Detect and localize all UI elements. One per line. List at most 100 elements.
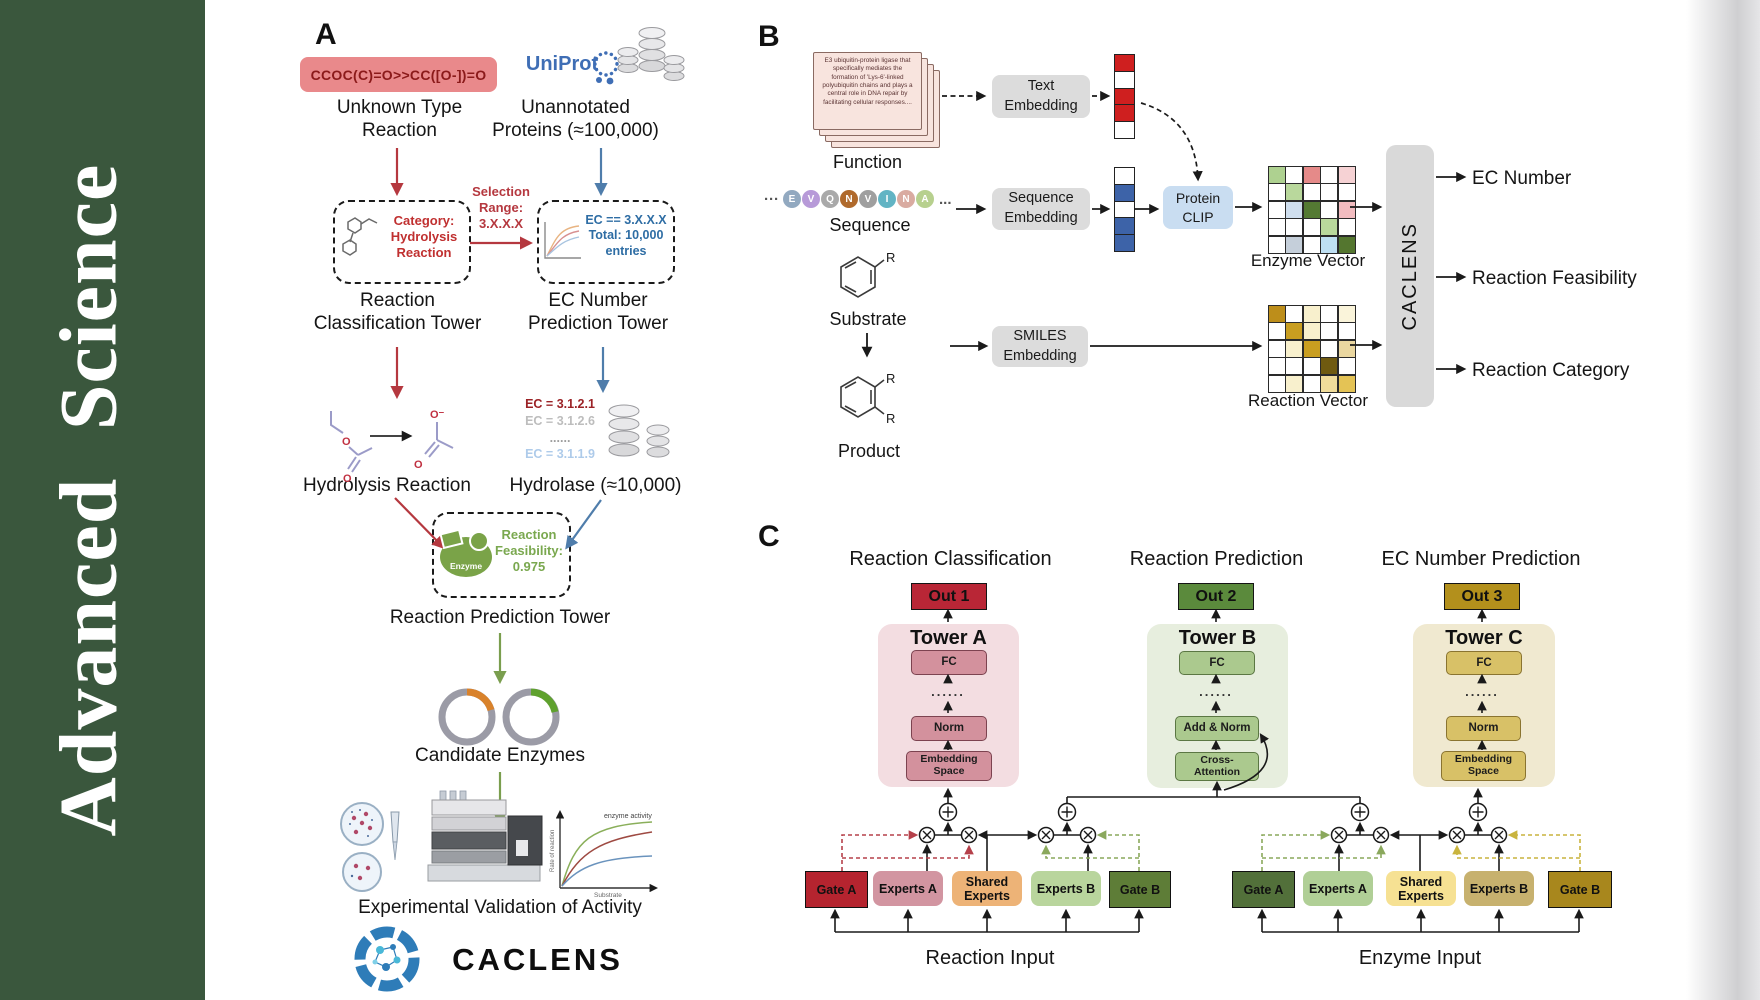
vector-cell bbox=[1114, 217, 1135, 236]
grid-cell bbox=[1269, 184, 1285, 201]
reaction-vector-label: Reaction Vector bbox=[1247, 391, 1368, 410]
heading-reaction-classification: Reaction Classification bbox=[849, 548, 1052, 570]
function-card-text: E3 ubiquitin-protein ligase that specifi… bbox=[822, 57, 913, 106]
vector-cell bbox=[1114, 200, 1135, 219]
enzyme-activity-curve-label: enzyme activity bbox=[604, 813, 652, 820]
grid-cell bbox=[1321, 201, 1338, 218]
moe-right-experts-b: Experts B bbox=[1464, 871, 1534, 906]
multiply-node bbox=[918, 826, 936, 844]
grid-cell bbox=[1286, 201, 1303, 218]
microscopy-icon bbox=[340, 802, 400, 892]
hydrolysis-reaction-label: Hydrolysis Reaction bbox=[303, 475, 471, 496]
enzyme-vector-label: Enzyme Vector bbox=[1250, 251, 1366, 270]
tower-b-fc-box: FC bbox=[1179, 651, 1255, 675]
vector-cell bbox=[1114, 121, 1135, 140]
grid-cell bbox=[1303, 184, 1320, 201]
plasmid-icons bbox=[438, 688, 560, 746]
grid-cell bbox=[1338, 323, 1355, 340]
ester-o-atom: O bbox=[342, 436, 351, 448]
residue-circle: I bbox=[878, 190, 896, 208]
out3-box: Out 3 bbox=[1444, 583, 1520, 610]
unknown-reaction-label: Unknown Type Reaction bbox=[336, 97, 463, 142]
product-r-group-1: R bbox=[886, 371, 895, 386]
grid-cell bbox=[1303, 201, 1320, 218]
gate-weight-lines bbox=[841, 830, 1581, 871]
sequence-embedding-box: Sequence Embedding bbox=[992, 188, 1090, 230]
hplc-instrument-icon bbox=[427, 790, 543, 882]
grid-cell bbox=[1303, 340, 1320, 357]
gate-b-right-weight-2 bbox=[1452, 844, 1580, 859]
function-label: Function bbox=[832, 152, 903, 172]
vector-cell bbox=[1114, 234, 1135, 253]
gate-a-right-weight-1 bbox=[1261, 830, 1331, 871]
journal-title: Advanced Science bbox=[42, 163, 134, 837]
tower-a-dots: ...... bbox=[931, 684, 965, 699]
gate-a-left-weight-2 bbox=[842, 844, 974, 859]
grid-cell bbox=[1269, 306, 1285, 322]
ec-tower-label: EC Number Prediction Tower bbox=[527, 290, 669, 335]
gate-b-left-weight-1 bbox=[1096, 830, 1140, 871]
enzyme-input-label: Enzyme Input bbox=[1358, 947, 1482, 969]
residue-circle: V bbox=[859, 190, 877, 208]
grid-cell bbox=[1303, 236, 1320, 253]
uniprot-logo-text: UniProt bbox=[525, 53, 599, 75]
tower-c-fc-box: FC bbox=[1446, 651, 1522, 675]
caclens-block: CACLENS bbox=[1386, 145, 1434, 407]
smiles-embedding-box: SMILES Embedding bbox=[992, 326, 1088, 367]
grid-cell bbox=[1286, 167, 1303, 183]
panel-b-arrows bbox=[861, 90, 1467, 375]
grid-cell bbox=[1286, 340, 1303, 357]
grid-cell bbox=[1286, 375, 1303, 392]
ec-number-list: EC = 3.1.2.1 EC = 3.1.2.6...... EC = 3.1.1… bbox=[518, 397, 602, 462]
multiply-node bbox=[1372, 826, 1390, 844]
tower-c-dots: ...... bbox=[1465, 684, 1499, 699]
substrate-label: Substrate bbox=[829, 309, 907, 329]
classification-tower-label: Reaction Classification Tower bbox=[313, 290, 482, 335]
grid-cell bbox=[1321, 375, 1338, 392]
moe-right-experts-a: Experts A bbox=[1303, 871, 1373, 906]
experimental-validation-label: Experimental Validation of Activity bbox=[358, 897, 642, 918]
substrate-structure: R bbox=[840, 250, 895, 298]
function-card-front: E3 ubiquitin-protein ligase that specifi… bbox=[813, 52, 922, 130]
heading-ec-number-prediction: EC Number Prediction bbox=[1381, 548, 1581, 570]
grid-cell bbox=[1338, 375, 1355, 392]
grid-cell bbox=[1303, 219, 1320, 236]
residue-circle: E bbox=[783, 190, 801, 208]
arrow-hydrolase-to-feasibility bbox=[565, 499, 602, 550]
panel-b-label: B bbox=[758, 20, 780, 53]
ec-number-line: EC = 3.1.2.1 bbox=[525, 397, 595, 411]
gate-b-right-weight-1 bbox=[1507, 830, 1581, 871]
activity-chart-icon: enzyme activity Rate of reaction Substra… bbox=[550, 810, 658, 899]
vector-cell bbox=[1114, 54, 1135, 72]
moe-left-gate-b: Gate B bbox=[1109, 871, 1171, 908]
sequence-embedding-vector bbox=[1114, 167, 1135, 253]
grid-cell bbox=[1269, 323, 1285, 340]
add-node bbox=[1468, 802, 1488, 822]
moe-right-shared-experts: Shared Experts bbox=[1386, 871, 1456, 906]
substrate-r-group: R bbox=[886, 250, 895, 265]
multiply-node bbox=[960, 826, 978, 844]
candidate-enzymes-label: Candidate Enzymes bbox=[414, 745, 586, 766]
enzyme-vector-grid bbox=[1268, 166, 1356, 254]
grid-cell bbox=[1338, 358, 1355, 375]
residue-circle: V bbox=[802, 190, 820, 208]
grid-cell bbox=[1338, 340, 1355, 357]
grid-cell bbox=[1286, 358, 1303, 375]
grid-cell bbox=[1303, 323, 1320, 340]
grid-cell bbox=[1321, 340, 1338, 357]
tower-a-fc-box: FC bbox=[911, 650, 987, 675]
gate-a-right-weight-2 bbox=[1262, 844, 1386, 859]
unannotated-proteins-label: Unannotated Proteins (≈100,000) bbox=[492, 97, 659, 142]
output-reaction-feasibility: Reaction Feasibility bbox=[1472, 268, 1637, 289]
grid-cell bbox=[1321, 323, 1338, 340]
multiply-node bbox=[1490, 826, 1508, 844]
grid-cell bbox=[1338, 306, 1355, 322]
residue-circle: Q bbox=[821, 190, 839, 208]
grid-cell bbox=[1269, 236, 1285, 253]
acetate-o-minus-atom: O⁻ bbox=[430, 409, 445, 421]
tower-b-add-norm-box: Add & Norm bbox=[1175, 716, 1259, 741]
database-icon-hydrolase bbox=[608, 404, 670, 458]
grid-cell bbox=[1338, 201, 1355, 218]
grid-cell bbox=[1286, 306, 1303, 322]
